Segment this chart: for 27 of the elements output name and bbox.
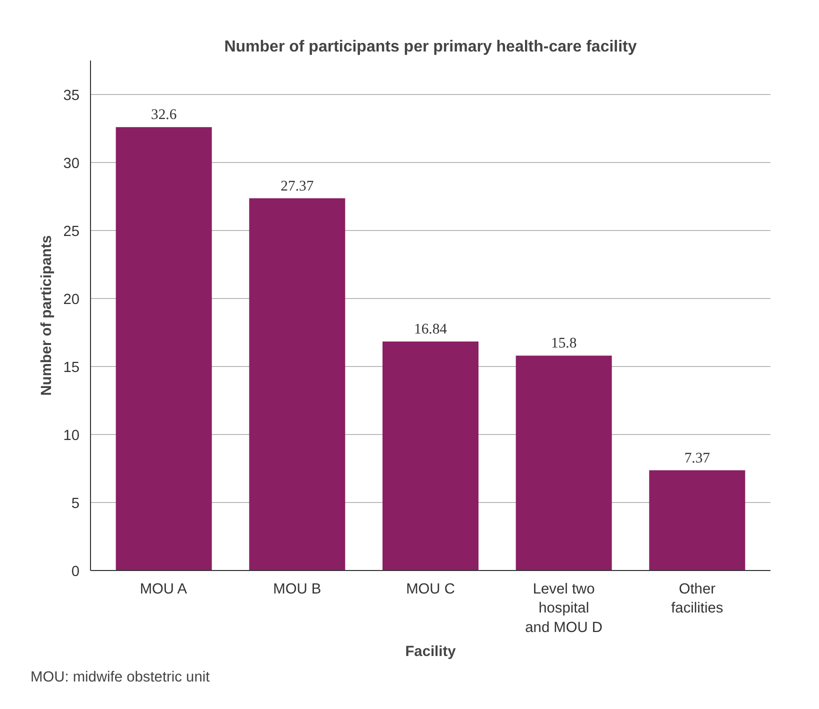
data-label: 27.37 (280, 178, 314, 194)
y-tick-label: 25 (63, 224, 80, 240)
data-label: 32.6 (151, 107, 177, 124)
x-tick-label: Level two hospital and MOU D (525, 582, 603, 636)
x-tick-label: MOU B (273, 582, 322, 598)
x-tick-label: MOU A (140, 582, 188, 598)
y-tick-label: 15 (63, 360, 80, 376)
y-tick-label: 5 (71, 496, 80, 512)
x-tick-label: MOU C (406, 582, 456, 598)
y-tick-label: 20 (63, 292, 80, 308)
bar (382, 341, 478, 570)
y-tick-label: 35 (63, 88, 80, 104)
bar (516, 356, 612, 570)
x-tick-label: Other facilities (671, 582, 724, 617)
x-axis-title: Facility (405, 644, 457, 660)
bar (249, 198, 346, 570)
data-label: 16.84 (414, 321, 448, 338)
y-tick-label: 0 (71, 564, 80, 580)
bar (116, 127, 212, 570)
data-label: 7.37 (684, 450, 710, 466)
bar (649, 470, 746, 570)
chart-title: Number of participants per primary health-care facility (224, 38, 637, 56)
y-tick-label: 30 (63, 156, 80, 172)
y-tick-label: 10 (63, 428, 80, 444)
data-label: 15.8 (551, 336, 577, 352)
text: MOU: midwife obstetric unit (30, 670, 210, 686)
y-axis-title: Number of participants (39, 235, 56, 396)
